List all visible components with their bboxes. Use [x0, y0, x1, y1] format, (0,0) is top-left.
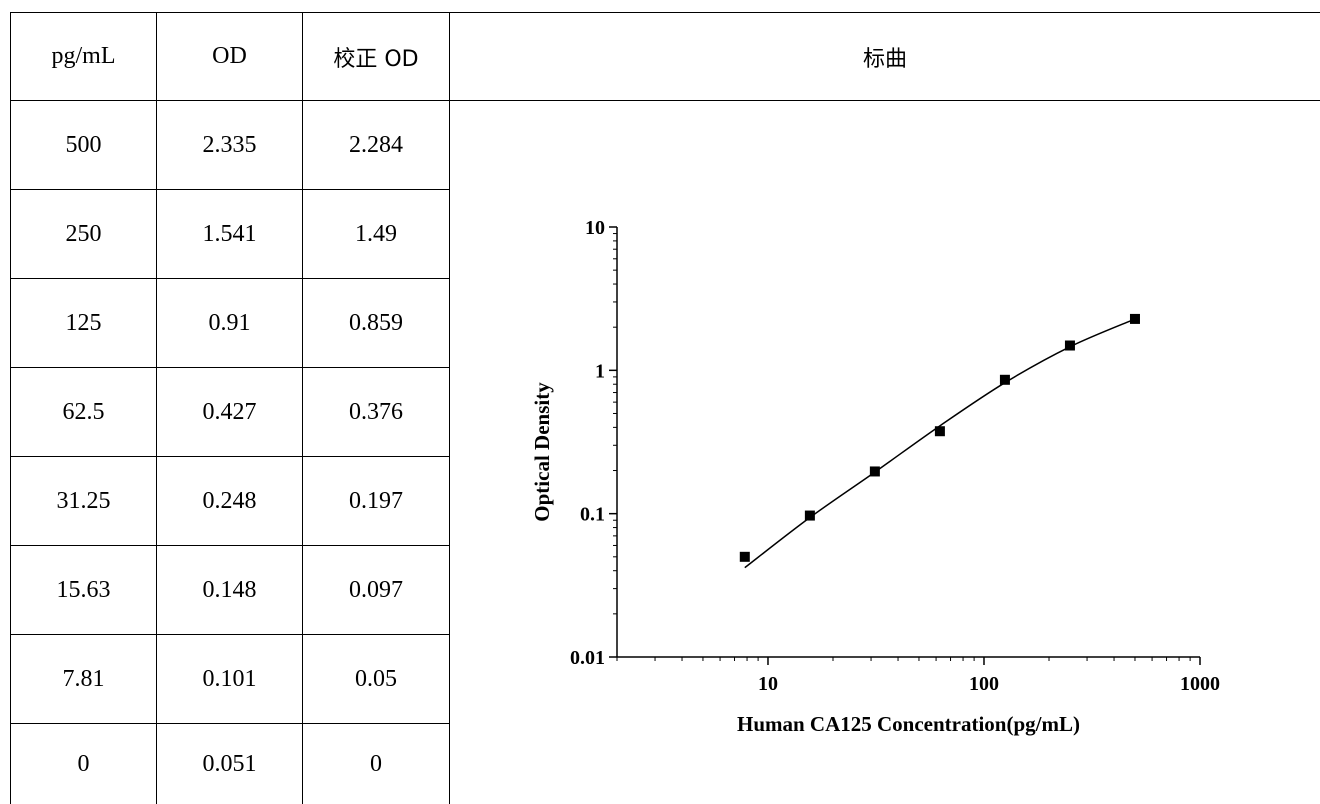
table-cell: 2.335 [202, 131, 257, 158]
y-tick-label: 1 [595, 360, 605, 382]
y-tick-label: 10 [585, 217, 605, 239]
table-cell: 0.427 [202, 398, 257, 425]
table-cell: 0.91 [208, 309, 251, 336]
data-point [739, 551, 750, 562]
table-cell: 2.284 [349, 131, 403, 158]
table-cell: 1.541 [202, 220, 257, 247]
table-cell: 0.101 [202, 665, 257, 692]
table-cell: 0.376 [349, 398, 403, 425]
data-point [869, 466, 880, 477]
table-cell: 125 [65, 309, 102, 336]
header-corrected-od: 校正 OD [333, 46, 419, 72]
data-point [1129, 313, 1140, 324]
table-cell: 15.63 [56, 576, 111, 603]
x-axis-title: Human CA125 Concentration(pg/mL) [737, 712, 1080, 736]
table-cell: 0.05 [355, 665, 397, 692]
y-tick-label: 0.1 [580, 504, 605, 526]
table-cell: 0.097 [349, 576, 403, 603]
table-cell: 250 [65, 220, 102, 247]
fit-curve-line [744, 318, 1136, 569]
table-cell: 31.25 [56, 487, 111, 514]
table-cell: 0.248 [202, 487, 257, 514]
header-standard-curve: 标曲 [862, 46, 907, 72]
table-cell: 0 [77, 750, 90, 777]
table-cell: 1.49 [355, 220, 397, 247]
data-points [739, 313, 1140, 562]
table-cell: 0.051 [202, 750, 257, 777]
header-concentration: pg/mL [51, 43, 116, 69]
header-od: OD [212, 43, 247, 69]
table-cell: 0.859 [349, 309, 403, 336]
table-cell: 0.197 [349, 487, 403, 514]
y-axis-title: Optical Density [530, 382, 554, 522]
data-point [1064, 340, 1075, 351]
chart-axes [609, 226, 1201, 665]
x-tick-label: 100 [969, 673, 999, 695]
table-cell: 62.5 [62, 398, 105, 425]
table-cell: 0 [370, 750, 382, 777]
x-tick-label: 10 [758, 673, 778, 695]
table-cell: 500 [65, 131, 102, 158]
data-point [999, 374, 1010, 385]
x-tick-label: 1000 [1180, 673, 1220, 695]
data-point [804, 510, 815, 521]
y-tick-label: 0.01 [570, 647, 605, 669]
table-cell: 7.81 [62, 665, 105, 692]
data-point [934, 426, 945, 437]
fit-curve [744, 318, 1136, 569]
table-cell: 0.148 [202, 576, 257, 603]
chart-labels: 0.01 0.1 1 10 10 100 1000 Human CA125 Concentra… [530, 217, 1220, 736]
